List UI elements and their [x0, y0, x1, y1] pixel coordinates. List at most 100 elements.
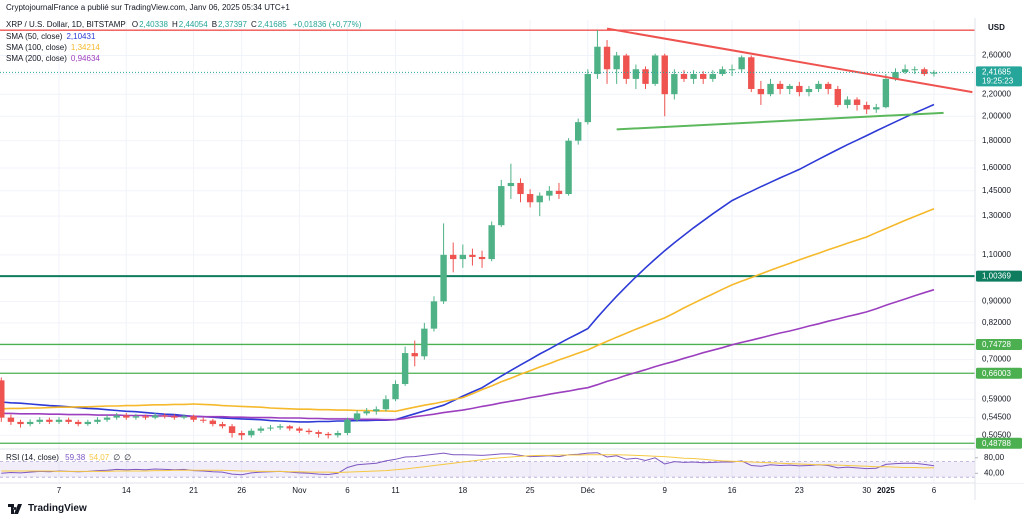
trend-line: [616, 111, 944, 131]
candle-body: [401, 353, 409, 385]
candle-body: [815, 83, 822, 89]
symbol-legend: XRP / U.S. Dollar, 1D, BITSTAMP O2,40338…: [6, 19, 361, 30]
candle-body: [286, 426, 293, 429]
candle-body: [575, 122, 582, 141]
x-tick-label: 21: [189, 486, 198, 495]
logo[interactable]: TradingView: [8, 503, 87, 514]
candle-body: [709, 74, 717, 79]
level-label: 0,48788: [982, 439, 1011, 448]
candle-body: [623, 55, 630, 79]
rsi-tick-label: 40,00: [984, 468, 1005, 477]
candle-body: [219, 424, 226, 427]
x-tick-label: 26: [237, 486, 246, 495]
candle-body: [584, 74, 592, 123]
rsi-tick-label: 80,00: [984, 453, 1005, 462]
candle-body: [459, 254, 467, 260]
ohlc-value: 2,37397: [218, 20, 247, 29]
rsi-band-fill: [0, 461, 975, 478]
sma-legend-row: SMA (100, close) 1,34214: [6, 42, 100, 53]
level-label: 0,66003: [982, 369, 1011, 378]
y-tick-label: 2,60000: [982, 51, 1011, 60]
candle-body: [651, 55, 659, 84]
candle-body: [603, 46, 611, 70]
candle-body: [536, 195, 543, 203]
x-tick-label: 11: [391, 486, 400, 495]
candle-body: [450, 254, 457, 260]
candle-body: [488, 225, 495, 260]
candle-body: [190, 416, 197, 420]
sma-legend-name: SMA (50, close): [6, 32, 63, 41]
y-tick-label: 0,70000: [982, 355, 1011, 364]
x-axis: 7 14 21 26 Nov 6 11 18 25 Déc 9 16 23 30 2025 6: [57, 486, 937, 495]
y-tick-label: 1,10000: [982, 250, 1011, 259]
candle-body: [882, 78, 890, 108]
candle-body: [921, 69, 928, 75]
x-tick-label: 25: [526, 486, 535, 495]
candle-body: [421, 328, 428, 357]
candle-body: [892, 72, 899, 79]
candle-body: [180, 416, 188, 418]
candle-body: [786, 85, 793, 89]
x-tick-label: 6: [345, 486, 350, 495]
candle-body: [103, 417, 111, 420]
ohlc-value: 2,41685: [257, 20, 287, 29]
candle-body: [498, 186, 505, 226]
candle-body: [671, 74, 678, 95]
sma-legend-value: 1,34214: [70, 43, 100, 52]
candle-body: [796, 85, 803, 93]
candle-body: [565, 140, 572, 195]
candle-body: [334, 432, 342, 436]
rsi-legend-value: 54,07: [89, 453, 110, 462]
candle-body: [738, 57, 745, 70]
candle-body: [901, 69, 909, 73]
rsi-line: [1, 454, 935, 474]
x-tick-label: Nov: [292, 486, 306, 495]
candle-body: [632, 69, 640, 79]
x-tick-label: 23: [795, 486, 804, 495]
candle-body: [834, 88, 842, 105]
level-label-box: [976, 270, 1022, 282]
candle-body: [728, 69, 736, 71]
change-label: +0,01836 (+0,77%): [292, 20, 362, 29]
candle-body: [171, 416, 178, 418]
sma-line: [1, 207, 935, 413]
candle-body: [363, 411, 370, 414]
trend-line: [606, 27, 973, 94]
ohlc-key: C: [250, 20, 257, 29]
y-tick-label: 0,54500: [982, 413, 1011, 422]
candle-body: [55, 419, 63, 422]
y-tick-label: 1,45000: [982, 186, 1011, 195]
candle-body: [209, 420, 217, 425]
candle-body: [680, 74, 688, 79]
publisher-line: CryptojournalFrance a publié sur Trading…: [6, 3, 290, 12]
candle-body: [853, 99, 861, 105]
countdown-label: 19:25:23: [982, 77, 1014, 86]
x-tick-label: 18: [458, 486, 467, 495]
candle-body: [699, 74, 707, 79]
candle-body: [430, 301, 438, 329]
grid: [0, 20, 975, 483]
candle-body: [526, 194, 534, 203]
candle-body: [353, 413, 361, 420]
rsi-legend-flag: ∅: [124, 453, 132, 462]
ohlc-legend: O2,40338 H2,44054 B2,37397 C2,41685: [128, 20, 287, 29]
candle-body: [113, 415, 120, 418]
level-label-box: [976, 367, 1022, 379]
candle-body: [805, 88, 813, 93]
logo-icon: [8, 503, 22, 514]
y-tick-label: 0,50500: [982, 430, 1011, 439]
candle-body: [26, 421, 34, 425]
candle-body: [46, 419, 53, 422]
candle-body: [594, 46, 601, 75]
ohlc-key: O: [131, 20, 139, 29]
currency-label: USD: [988, 23, 1005, 32]
candle-body: [267, 427, 274, 429]
candle-body: [873, 107, 880, 110]
sma-legend-row: SMA (200, close) 0,94634: [6, 53, 100, 64]
rsi-legend-value: 59,38: [65, 453, 86, 462]
candle-body: [36, 419, 43, 422]
sma-legend-name: SMA (100, close): [6, 43, 67, 52]
last-price-label: 2,41685: [982, 68, 1011, 77]
